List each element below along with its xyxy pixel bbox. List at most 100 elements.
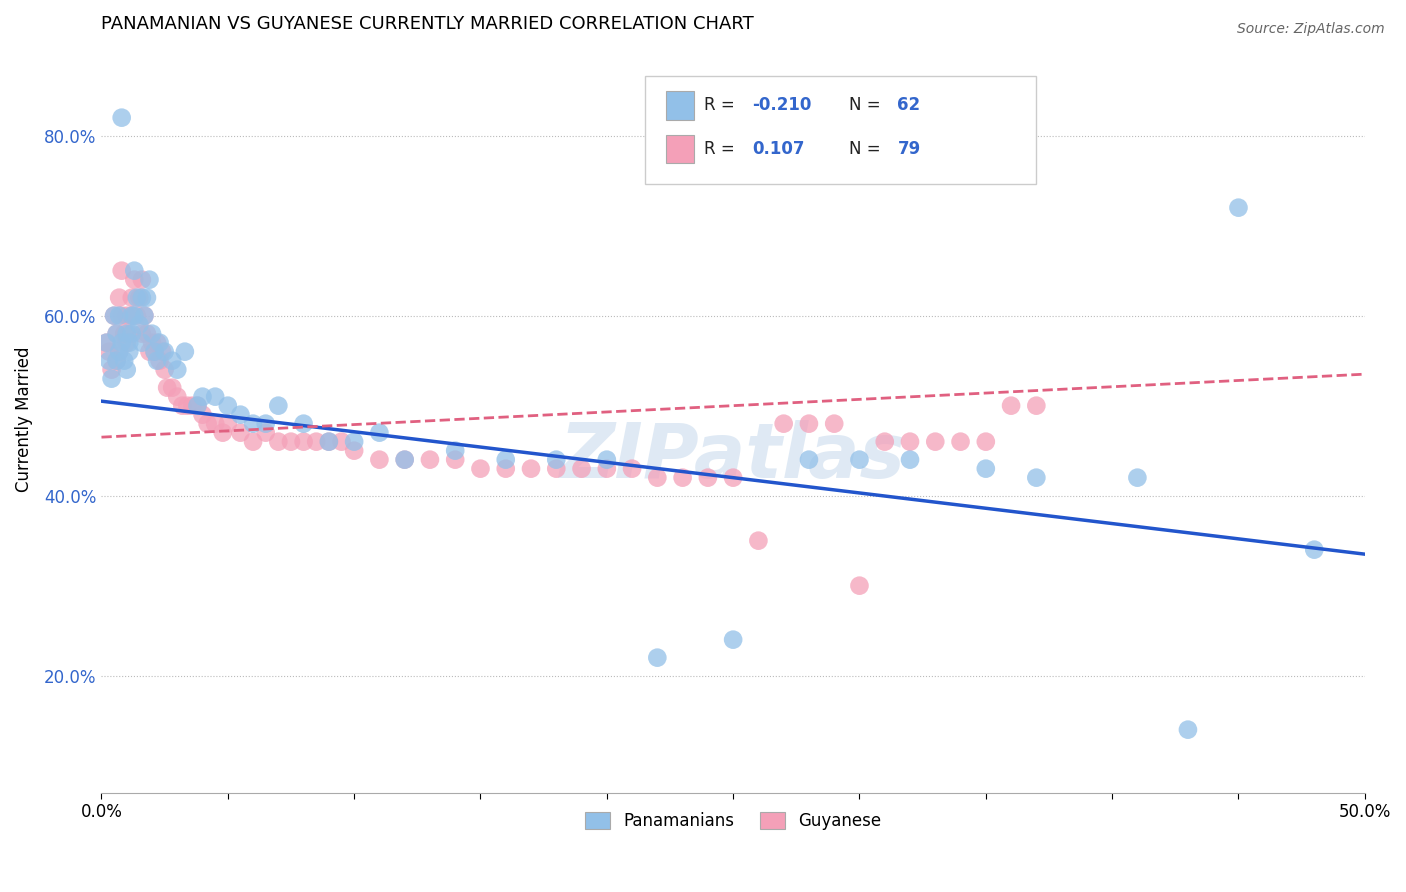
- Point: [173, 344, 195, 359]
- Point: [118, 335, 141, 350]
- Point: [747, 533, 769, 548]
- Point: [974, 461, 997, 475]
- Point: [146, 335, 169, 350]
- Point: [368, 452, 391, 467]
- Point: [111, 335, 134, 350]
- Point: [118, 326, 141, 341]
- Point: [124, 263, 146, 277]
- Point: [108, 309, 131, 323]
- Point: [131, 335, 153, 350]
- Point: [160, 353, 183, 368]
- Point: [134, 309, 156, 323]
- Point: [444, 452, 467, 467]
- Text: R =: R =: [704, 140, 740, 158]
- Point: [111, 309, 134, 323]
- Point: [848, 452, 870, 467]
- Point: [318, 434, 340, 449]
- Point: [596, 452, 619, 467]
- Point: [121, 309, 143, 323]
- FancyBboxPatch shape: [645, 76, 1036, 184]
- Point: [141, 326, 163, 341]
- Point: [172, 399, 194, 413]
- Point: [136, 326, 159, 341]
- Point: [115, 326, 138, 341]
- Point: [419, 452, 441, 467]
- Point: [470, 461, 492, 475]
- Point: [647, 470, 669, 484]
- Point: [108, 344, 131, 359]
- Point: [343, 434, 366, 449]
- Point: [596, 461, 619, 475]
- Point: [128, 318, 150, 332]
- Point: [696, 470, 718, 484]
- Point: [138, 344, 160, 359]
- Point: [330, 434, 353, 449]
- Point: [131, 326, 153, 341]
- Text: Source: ZipAtlas.com: Source: ZipAtlas.com: [1237, 22, 1385, 37]
- Point: [1000, 399, 1022, 413]
- Point: [217, 417, 239, 431]
- FancyBboxPatch shape: [666, 135, 695, 163]
- Point: [166, 362, 188, 376]
- Point: [305, 434, 328, 449]
- Point: [898, 434, 921, 449]
- Point: [546, 461, 568, 475]
- Point: [136, 291, 159, 305]
- Point: [108, 344, 131, 359]
- Text: 62: 62: [897, 96, 921, 114]
- Point: [797, 417, 820, 431]
- Text: 79: 79: [897, 140, 921, 158]
- Point: [105, 353, 128, 368]
- Point: [1227, 201, 1250, 215]
- Point: [125, 309, 148, 323]
- Point: [186, 399, 208, 413]
- Point: [217, 399, 239, 413]
- Text: PANAMANIAN VS GUYANESE CURRENTLY MARRIED CORRELATION CHART: PANAMANIAN VS GUYANESE CURRENTLY MARRIED…: [101, 15, 754, 33]
- Point: [134, 309, 156, 323]
- Point: [898, 452, 921, 467]
- Point: [848, 579, 870, 593]
- Point: [166, 390, 188, 404]
- Point: [721, 632, 744, 647]
- Point: [143, 344, 166, 359]
- Point: [146, 353, 169, 368]
- Point: [111, 111, 134, 125]
- Point: [125, 291, 148, 305]
- Point: [1303, 542, 1326, 557]
- Point: [924, 434, 946, 449]
- Point: [121, 326, 143, 341]
- Point: [156, 381, 179, 395]
- Point: [229, 425, 252, 440]
- Point: [121, 291, 143, 305]
- Point: [1025, 470, 1047, 484]
- Point: [191, 390, 214, 404]
- Point: [495, 452, 517, 467]
- Point: [153, 344, 176, 359]
- Point: [121, 309, 143, 323]
- Point: [128, 291, 150, 305]
- Point: [242, 417, 264, 431]
- Point: [160, 381, 183, 395]
- Point: [143, 344, 166, 359]
- Point: [229, 408, 252, 422]
- Legend: Panamanians, Guyanese: Panamanians, Guyanese: [579, 805, 887, 837]
- Text: N =: N =: [849, 96, 886, 114]
- Point: [112, 326, 135, 341]
- Point: [98, 353, 121, 368]
- Point: [100, 372, 122, 386]
- Point: [267, 399, 290, 413]
- Point: [96, 335, 118, 350]
- Point: [520, 461, 543, 475]
- Point: [105, 326, 128, 341]
- Point: [108, 291, 131, 305]
- Point: [204, 417, 226, 431]
- Text: R =: R =: [704, 96, 740, 114]
- Point: [974, 434, 997, 449]
- Point: [292, 417, 315, 431]
- Point: [621, 461, 644, 475]
- Point: [115, 309, 138, 323]
- Point: [149, 353, 172, 368]
- Point: [368, 425, 391, 440]
- Point: [343, 443, 366, 458]
- Point: [571, 461, 593, 475]
